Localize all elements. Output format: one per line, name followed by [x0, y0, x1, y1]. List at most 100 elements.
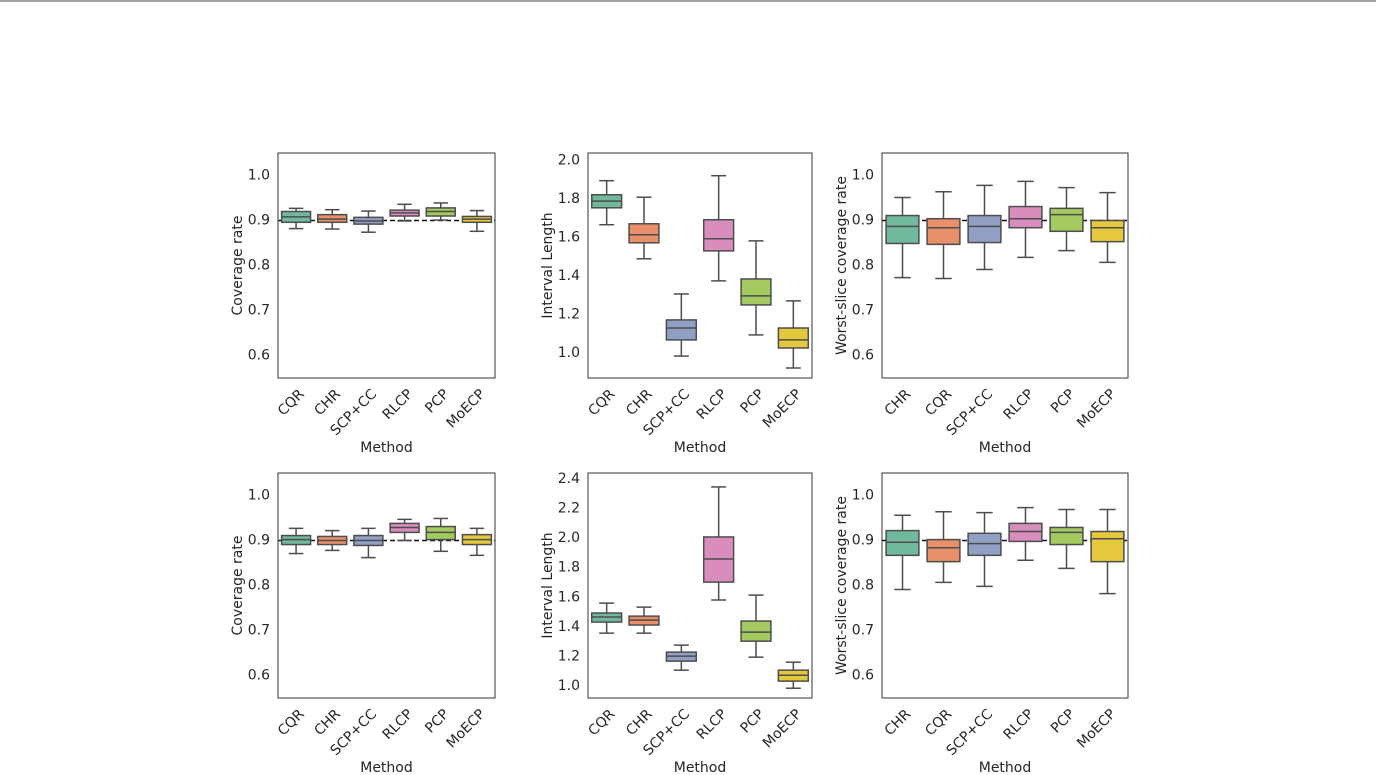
x-tick-label: CHR — [882, 706, 915, 739]
x-tick-label: CHR — [311, 706, 344, 739]
x-tick-label: RLCP — [694, 386, 731, 423]
y-tick-label: 2.2 — [558, 501, 580, 517]
x-tick-label: CQR — [585, 386, 618, 419]
y-tick-label: 0.8 — [852, 578, 874, 594]
x-tick-label: CQR — [922, 386, 955, 419]
x-tick-label: PCP — [422, 386, 452, 416]
x-tick-label: MoECP — [444, 706, 489, 751]
y-tick-label: 1.0 — [558, 345, 580, 361]
plot-frame — [277, 472, 496, 699]
y-tick-label: 0.7 — [852, 623, 874, 639]
x-axis-label: Method — [674, 760, 727, 775]
y-tick-label: 0.9 — [248, 213, 270, 229]
x-tick-label: RLCP — [380, 706, 417, 743]
box — [665, 319, 698, 341]
box — [1049, 207, 1084, 233]
y-tick-label: 0.9 — [248, 533, 270, 549]
y-tick-label: 0.7 — [248, 303, 270, 319]
y-tick-label: 1.8 — [558, 191, 580, 207]
x-tick-label: PCP — [1048, 706, 1078, 736]
y-tick-label: 2.4 — [558, 471, 580, 487]
y-tick-label: 0.6 — [852, 668, 874, 684]
x-tick-label: CQR — [922, 706, 955, 739]
y-tick-label: 1.8 — [558, 560, 580, 576]
box — [1090, 530, 1125, 563]
y-tick-label: 1.0 — [558, 678, 580, 694]
x-tick-label: PCP — [422, 706, 452, 736]
y-tick-label: 0.6 — [852, 348, 874, 364]
y-tick-label: 0.8 — [248, 258, 270, 274]
x-axis-label: Method — [979, 760, 1032, 775]
box — [1008, 522, 1043, 543]
box — [740, 620, 772, 642]
x-tick-label: CQR — [275, 386, 308, 419]
x-tick-label: RLCP — [694, 706, 731, 743]
y-tick-label: 0.9 — [852, 533, 874, 549]
x-axis-label: Method — [360, 760, 413, 775]
y-tick-label: 1.0 — [852, 488, 874, 504]
y-axis-label: Worst-slice coverage rate — [834, 496, 850, 675]
x-tick-label: RLCP — [1001, 706, 1038, 743]
x-tick-label: PCP — [737, 386, 767, 416]
y-tick-label: 0.6 — [248, 348, 270, 364]
x-tick-label: CHR — [623, 706, 656, 739]
x-tick-label: CHR — [623, 386, 656, 419]
box — [926, 538, 961, 563]
x-axis-label: Method — [979, 440, 1032, 456]
box — [628, 223, 660, 244]
y-tick-label: 0.9 — [852, 213, 874, 229]
box — [1090, 219, 1125, 243]
box — [740, 278, 772, 306]
y-tick-label: 1.6 — [558, 230, 580, 246]
y-tick-label: 1.2 — [558, 649, 580, 665]
box — [967, 214, 1002, 244]
y-tick-label: 1.6 — [558, 589, 580, 605]
box — [702, 218, 735, 252]
box — [926, 217, 961, 246]
x-tick-label: MoECP — [760, 706, 805, 751]
y-axis-label: Worst-slice coverage rate — [834, 176, 850, 355]
y-axis-label: Interval Length — [540, 532, 556, 638]
y-tick-label: 0.7 — [248, 623, 270, 639]
box — [1049, 526, 1084, 546]
y-tick-label: 0.8 — [248, 578, 270, 594]
x-tick-label: CQR — [585, 706, 618, 739]
y-tick-label: 1.4 — [558, 268, 580, 284]
plot-frame — [881, 152, 1129, 379]
box — [1008, 205, 1043, 229]
y-tick-label: 1.0 — [248, 168, 270, 184]
x-tick-label: PCP — [1048, 386, 1078, 416]
plot-frame — [587, 472, 813, 699]
x-tick-label: PCP — [737, 706, 767, 736]
y-tick-label: 1.0 — [248, 488, 270, 504]
x-tick-label: MoECP — [1074, 386, 1119, 431]
x-tick-label: MoECP — [444, 386, 489, 431]
y-tick-label: 0.6 — [248, 668, 270, 684]
plot-frame — [277, 152, 496, 379]
y-tick-label: 1.0 — [852, 168, 874, 184]
x-tick-label: MoECP — [760, 386, 805, 431]
box — [777, 327, 810, 349]
y-tick-label: 2.0 — [558, 530, 580, 546]
y-tick-label: 1.2 — [558, 307, 580, 323]
plot-frame — [881, 472, 1129, 699]
x-tick-label: CHR — [882, 386, 915, 419]
x-tick-label: RLCP — [380, 386, 417, 423]
x-axis-label: Method — [360, 440, 413, 456]
y-tick-label: 0.7 — [852, 303, 874, 319]
y-tick-label: 1.4 — [558, 619, 580, 635]
y-axis-label: Coverage rate — [230, 216, 246, 316]
x-tick-label: RLCP — [1001, 386, 1038, 423]
x-tick-label: CHR — [311, 386, 344, 419]
plot-frame — [587, 152, 813, 379]
y-axis-label: Coverage rate — [230, 536, 246, 636]
y-axis-label: Interval Length — [540, 212, 556, 318]
y-tick-label: 0.8 — [852, 258, 874, 274]
y-tick-label: 2.0 — [558, 153, 580, 169]
x-axis-label: Method — [674, 440, 727, 456]
box — [885, 214, 920, 245]
x-tick-label: CQR — [275, 706, 308, 739]
x-tick-label: MoECP — [1074, 706, 1119, 751]
